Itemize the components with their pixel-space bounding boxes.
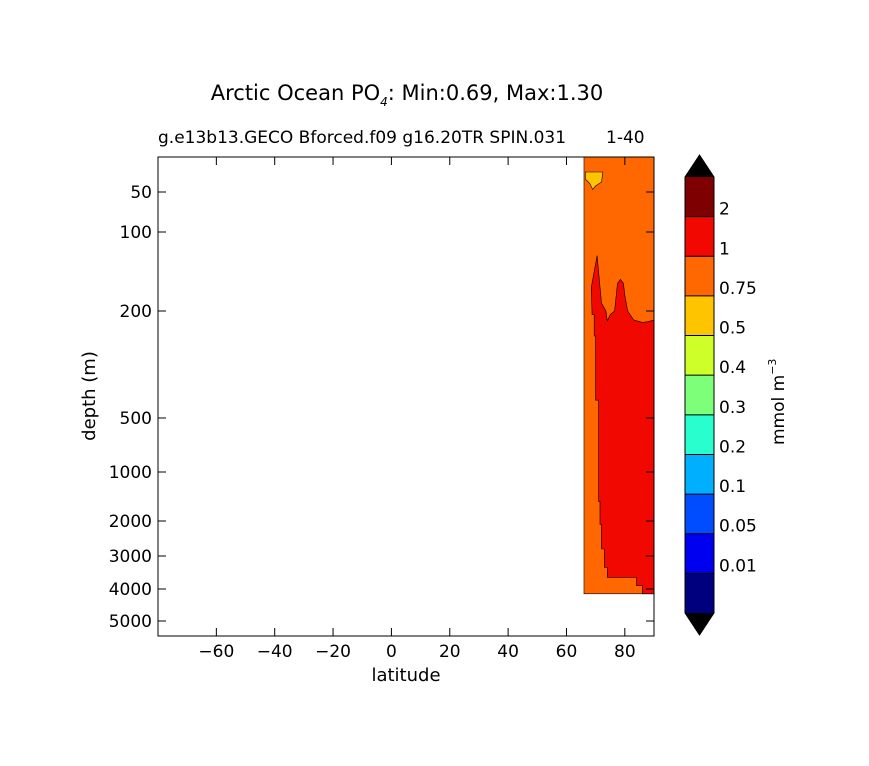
colorbar-segment [685,573,714,613]
colorbar-tick-label: 0.2 [719,437,746,457]
y-tick-label: 50 [130,183,152,203]
y-tick-label: 2000 [109,512,152,532]
plot-area: −60 −40 −20 0 20 40 60 80 50 100 200 500 1000 2000 30… [109,156,655,662]
x-tick-label: −60 [198,642,234,662]
colorbar-segment [685,533,714,574]
x-tick-label: 0 [386,642,397,662]
y-tick-label: 100 [120,223,152,243]
colorbar: 0.01 0.05 0.1 0.2 0.3 0.4 0.5 0.75 1 2 [684,154,757,636]
x-tick-label: −20 [315,642,351,662]
y-axis-label: depth (m) [79,351,100,441]
colorbar-segment [685,177,714,217]
axes-background [158,157,654,636]
contour-regions [583,156,655,595]
x-axis-label: latitude [371,665,440,686]
chart-subtitle-overlap: 1-40 [606,128,645,148]
colorbar-extend-max [685,155,714,177]
chart-subtitle: g.e13b13.GECO Bforced.f09 g16.20TR SPIN.… [158,128,566,148]
colorbar-extend-min [685,613,714,635]
contour-fill-1-2 [590,255,655,595]
y-tick-label: 5000 [109,612,152,632]
axes-frame [157,156,655,637]
colorbar-tick-label: 0.4 [719,358,746,378]
y-tick-label: 3000 [109,547,152,567]
y-axis-ticks: 50 100 200 500 1000 2000 3000 4000 5000 [109,183,654,632]
colorbar-tick-label: 0.3 [719,398,746,418]
y-tick-label: 1000 [109,463,152,483]
colorbar-label: mmol m−3 [766,359,789,445]
y-tick-label: 4000 [109,580,152,600]
colorbar-segment [685,494,714,534]
x-tick-label: −40 [257,642,293,662]
y-tick-label: 200 [120,302,152,322]
colorbar-tick-label: 2 [719,200,730,220]
colorbar-tick-label: 0.01 [719,556,757,576]
colorbar-tick-label: 0.05 [719,517,757,537]
x-tick-label: 40 [497,642,519,662]
colorbar-segment [685,295,714,336]
colorbar-segment [685,216,714,257]
x-tick-label: 20 [439,642,461,662]
colorbar-tick-label: 0.5 [719,319,746,339]
x-tick-label: 60 [556,642,578,662]
colorbar-tick-label: 0.75 [719,279,757,299]
x-axis-ticks: −60 −40 −20 0 20 40 60 80 [198,157,636,662]
x-tick-label: 80 [614,642,636,662]
colorbar-segment [685,375,714,415]
colorbar-tick-label: 1 [719,239,730,259]
colorbar-segment [685,414,714,455]
colorbar-tick-label: 0.1 [719,477,746,497]
colorbar-segment [685,335,714,376]
chart-title: Arctic Ocean PO4: Min:0.69, Max:1.30 [211,81,604,109]
contour-fill-0.5-0.75 [585,171,604,191]
y-tick-label: 500 [120,409,152,429]
colorbar-segment [685,454,714,495]
colorbar-segment [685,256,714,296]
colorbar-outline [684,154,715,636]
